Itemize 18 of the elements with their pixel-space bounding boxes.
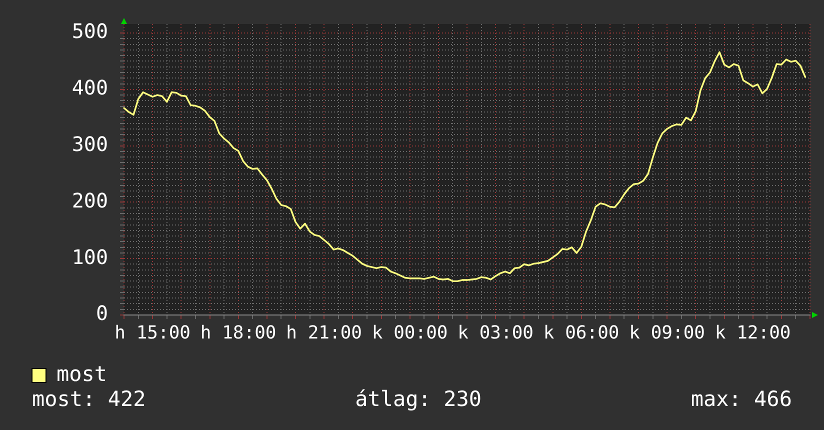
x-tick-label: h 15:00 — [114, 322, 191, 344]
y-tick-label: 0 — [96, 301, 108, 326]
y-tick-label: 200 — [72, 188, 108, 212]
x-tick-label: k 00:00 — [372, 322, 448, 344]
y-tick-label: 100 — [72, 244, 108, 269]
legend-label: most — [56, 362, 108, 386]
y-tick-label: 400 — [72, 76, 108, 100]
y-tick-label: 500 — [72, 19, 108, 44]
x-tick-label: k 06:00 — [543, 322, 620, 344]
x-tick-label: k 12:00 — [714, 322, 791, 344]
x-tick-label: k 03:00 — [458, 322, 534, 344]
x-tick-label: h 21:00 — [286, 322, 362, 344]
y-tick-label: 300 — [72, 132, 108, 156]
x-tick-label: k 09:00 — [629, 322, 706, 344]
text: max: 466 — [690, 387, 792, 412]
text: átlag: 230 — [355, 387, 482, 412]
text: most: 422 — [32, 387, 146, 412]
x-tick-label: h 18:00 — [200, 322, 276, 344]
